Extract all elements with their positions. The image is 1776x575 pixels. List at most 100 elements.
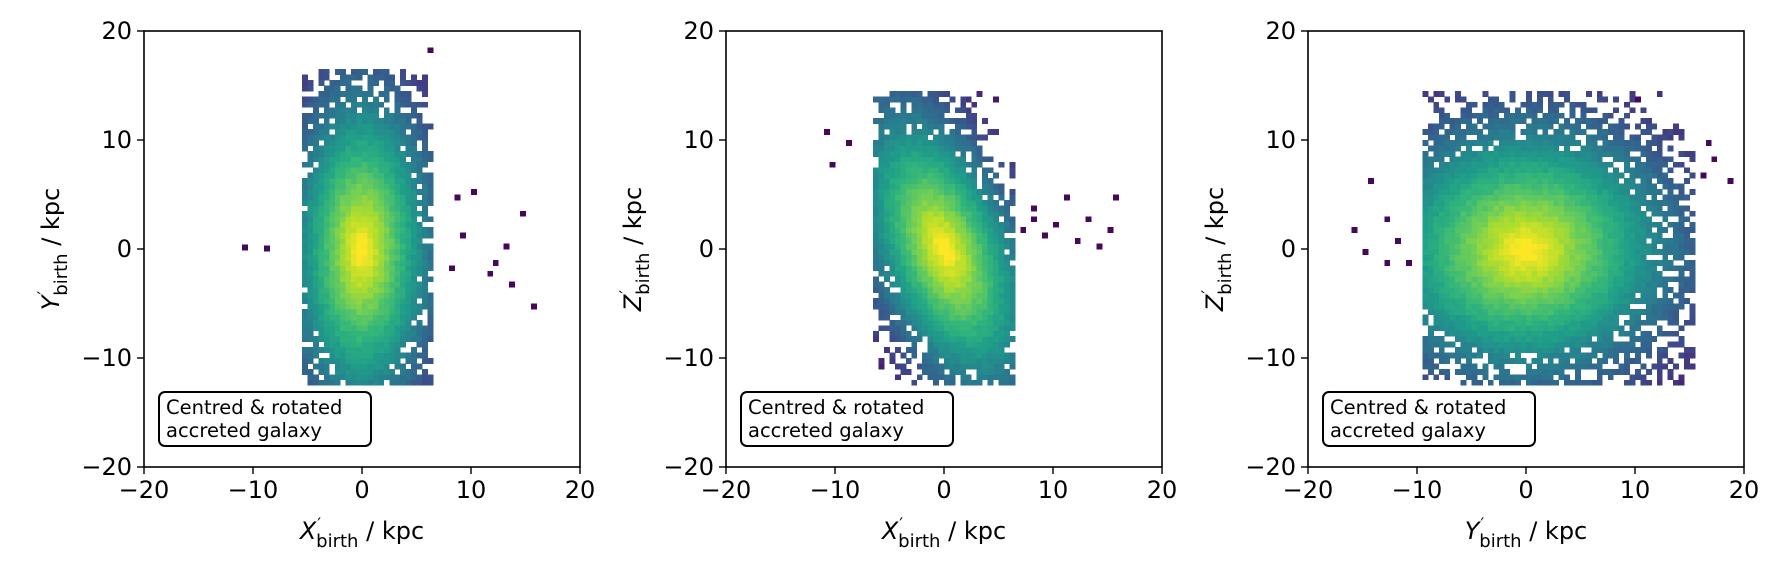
histogram-cell [1591, 363, 1598, 370]
histogram-cell [400, 90, 406, 97]
histogram-cell [922, 254, 929, 261]
histogram-cell [1460, 227, 1467, 234]
histogram-cell [971, 150, 978, 157]
histogram-cell [1651, 308, 1658, 315]
histogram-cell [351, 194, 357, 201]
histogram-cell [1667, 194, 1674, 201]
histogram-cell [1433, 374, 1440, 381]
histogram-cell [1471, 292, 1478, 299]
histogram-cell [1645, 156, 1652, 163]
histogram-cell [922, 281, 929, 288]
histogram-cell [993, 363, 999, 370]
histogram-cell [1591, 134, 1598, 141]
histogram-cell [1438, 134, 1445, 141]
histogram-cell [1569, 336, 1576, 343]
histogram-cell [1651, 210, 1658, 217]
histogram-cell [1471, 123, 1478, 130]
histogram-cell [1367, 178, 1374, 184]
histogram-cell [1482, 325, 1489, 332]
histogram-cell [1422, 243, 1429, 250]
histogram-cell [383, 140, 390, 146]
histogram-cell [1476, 336, 1483, 343]
histogram-cell [1575, 259, 1581, 266]
histogram-cell [993, 259, 999, 266]
histogram-cell [900, 183, 907, 190]
histogram-cell [1482, 243, 1489, 250]
histogram-cell [1613, 368, 1620, 375]
histogram-cell [960, 347, 967, 353]
histogram-cell [1520, 161, 1527, 168]
histogram-cell [329, 161, 336, 168]
histogram-cell [1585, 254, 1592, 261]
histogram-cell [1515, 270, 1521, 277]
histogram-cell [312, 243, 319, 250]
histogram-cell [965, 314, 972, 321]
histogram-cell [1444, 145, 1451, 152]
histogram-cell [1498, 379, 1505, 386]
histogram-cell [1547, 276, 1554, 283]
histogram-cell [1422, 210, 1429, 217]
histogram-cell [1678, 287, 1685, 293]
histogram-cell [1509, 216, 1516, 223]
histogram-cell [1580, 249, 1587, 255]
histogram-cell [334, 314, 341, 321]
histogram-cell [1624, 249, 1630, 255]
histogram-cell [323, 298, 330, 304]
histogram-cell [1526, 319, 1532, 326]
histogram-cell [1547, 172, 1554, 179]
histogram-cell [1509, 238, 1516, 244]
histogram-cell [242, 244, 248, 251]
histogram-cell [982, 178, 988, 184]
histogram-cell [302, 140, 308, 146]
histogram-cell [340, 80, 347, 86]
histogram-cell [378, 379, 385, 386]
histogram-cell [1542, 194, 1549, 201]
histogram-cell [960, 161, 967, 168]
histogram-cell [1509, 156, 1516, 163]
histogram-cell [1515, 205, 1521, 212]
histogram-cell [982, 205, 988, 212]
histogram-cell [922, 352, 929, 359]
histogram-cell [1629, 140, 1636, 146]
histogram-cell [1569, 232, 1576, 239]
histogram-cell [1444, 112, 1451, 119]
histogram-cell [1673, 194, 1679, 201]
histogram-cell [329, 107, 336, 114]
histogram-cell [949, 227, 956, 234]
histogram-cell [389, 287, 396, 293]
histogram-cell [302, 336, 308, 343]
histogram-cell [323, 347, 330, 353]
histogram-cell [993, 243, 999, 250]
histogram-cell [993, 216, 999, 223]
histogram-cell [1640, 298, 1647, 304]
histogram-cell [1575, 314, 1581, 321]
histogram-cell [405, 330, 412, 337]
histogram-cell [411, 199, 417, 206]
histogram-cell [351, 107, 357, 114]
histogram-cell [1613, 183, 1620, 190]
histogram-cell [345, 134, 352, 141]
histogram-cell [889, 249, 896, 255]
histogram-cell [1553, 145, 1560, 152]
histogram-cell [307, 216, 314, 223]
histogram-cell [1427, 287, 1434, 293]
histogram-cell [965, 199, 972, 206]
histogram-cell [987, 292, 994, 299]
histogram-cell [1536, 319, 1543, 326]
histogram-cell [340, 156, 347, 163]
histogram-cell [400, 178, 406, 184]
histogram-cell [312, 265, 319, 272]
histogram-cell [998, 221, 1005, 228]
histogram-cell [1602, 254, 1609, 261]
histogram-cell [1635, 156, 1641, 163]
histogram-cell [1591, 238, 1598, 244]
histogram-cell [351, 216, 357, 223]
histogram-cell [916, 178, 923, 184]
histogram-cell [922, 319, 929, 326]
histogram-cell [318, 314, 325, 321]
histogram-cell [383, 74, 390, 81]
histogram-cell [1613, 221, 1620, 228]
histogram-cell [1520, 336, 1527, 343]
histogram-cell [1466, 308, 1472, 315]
histogram-cell [878, 287, 885, 293]
